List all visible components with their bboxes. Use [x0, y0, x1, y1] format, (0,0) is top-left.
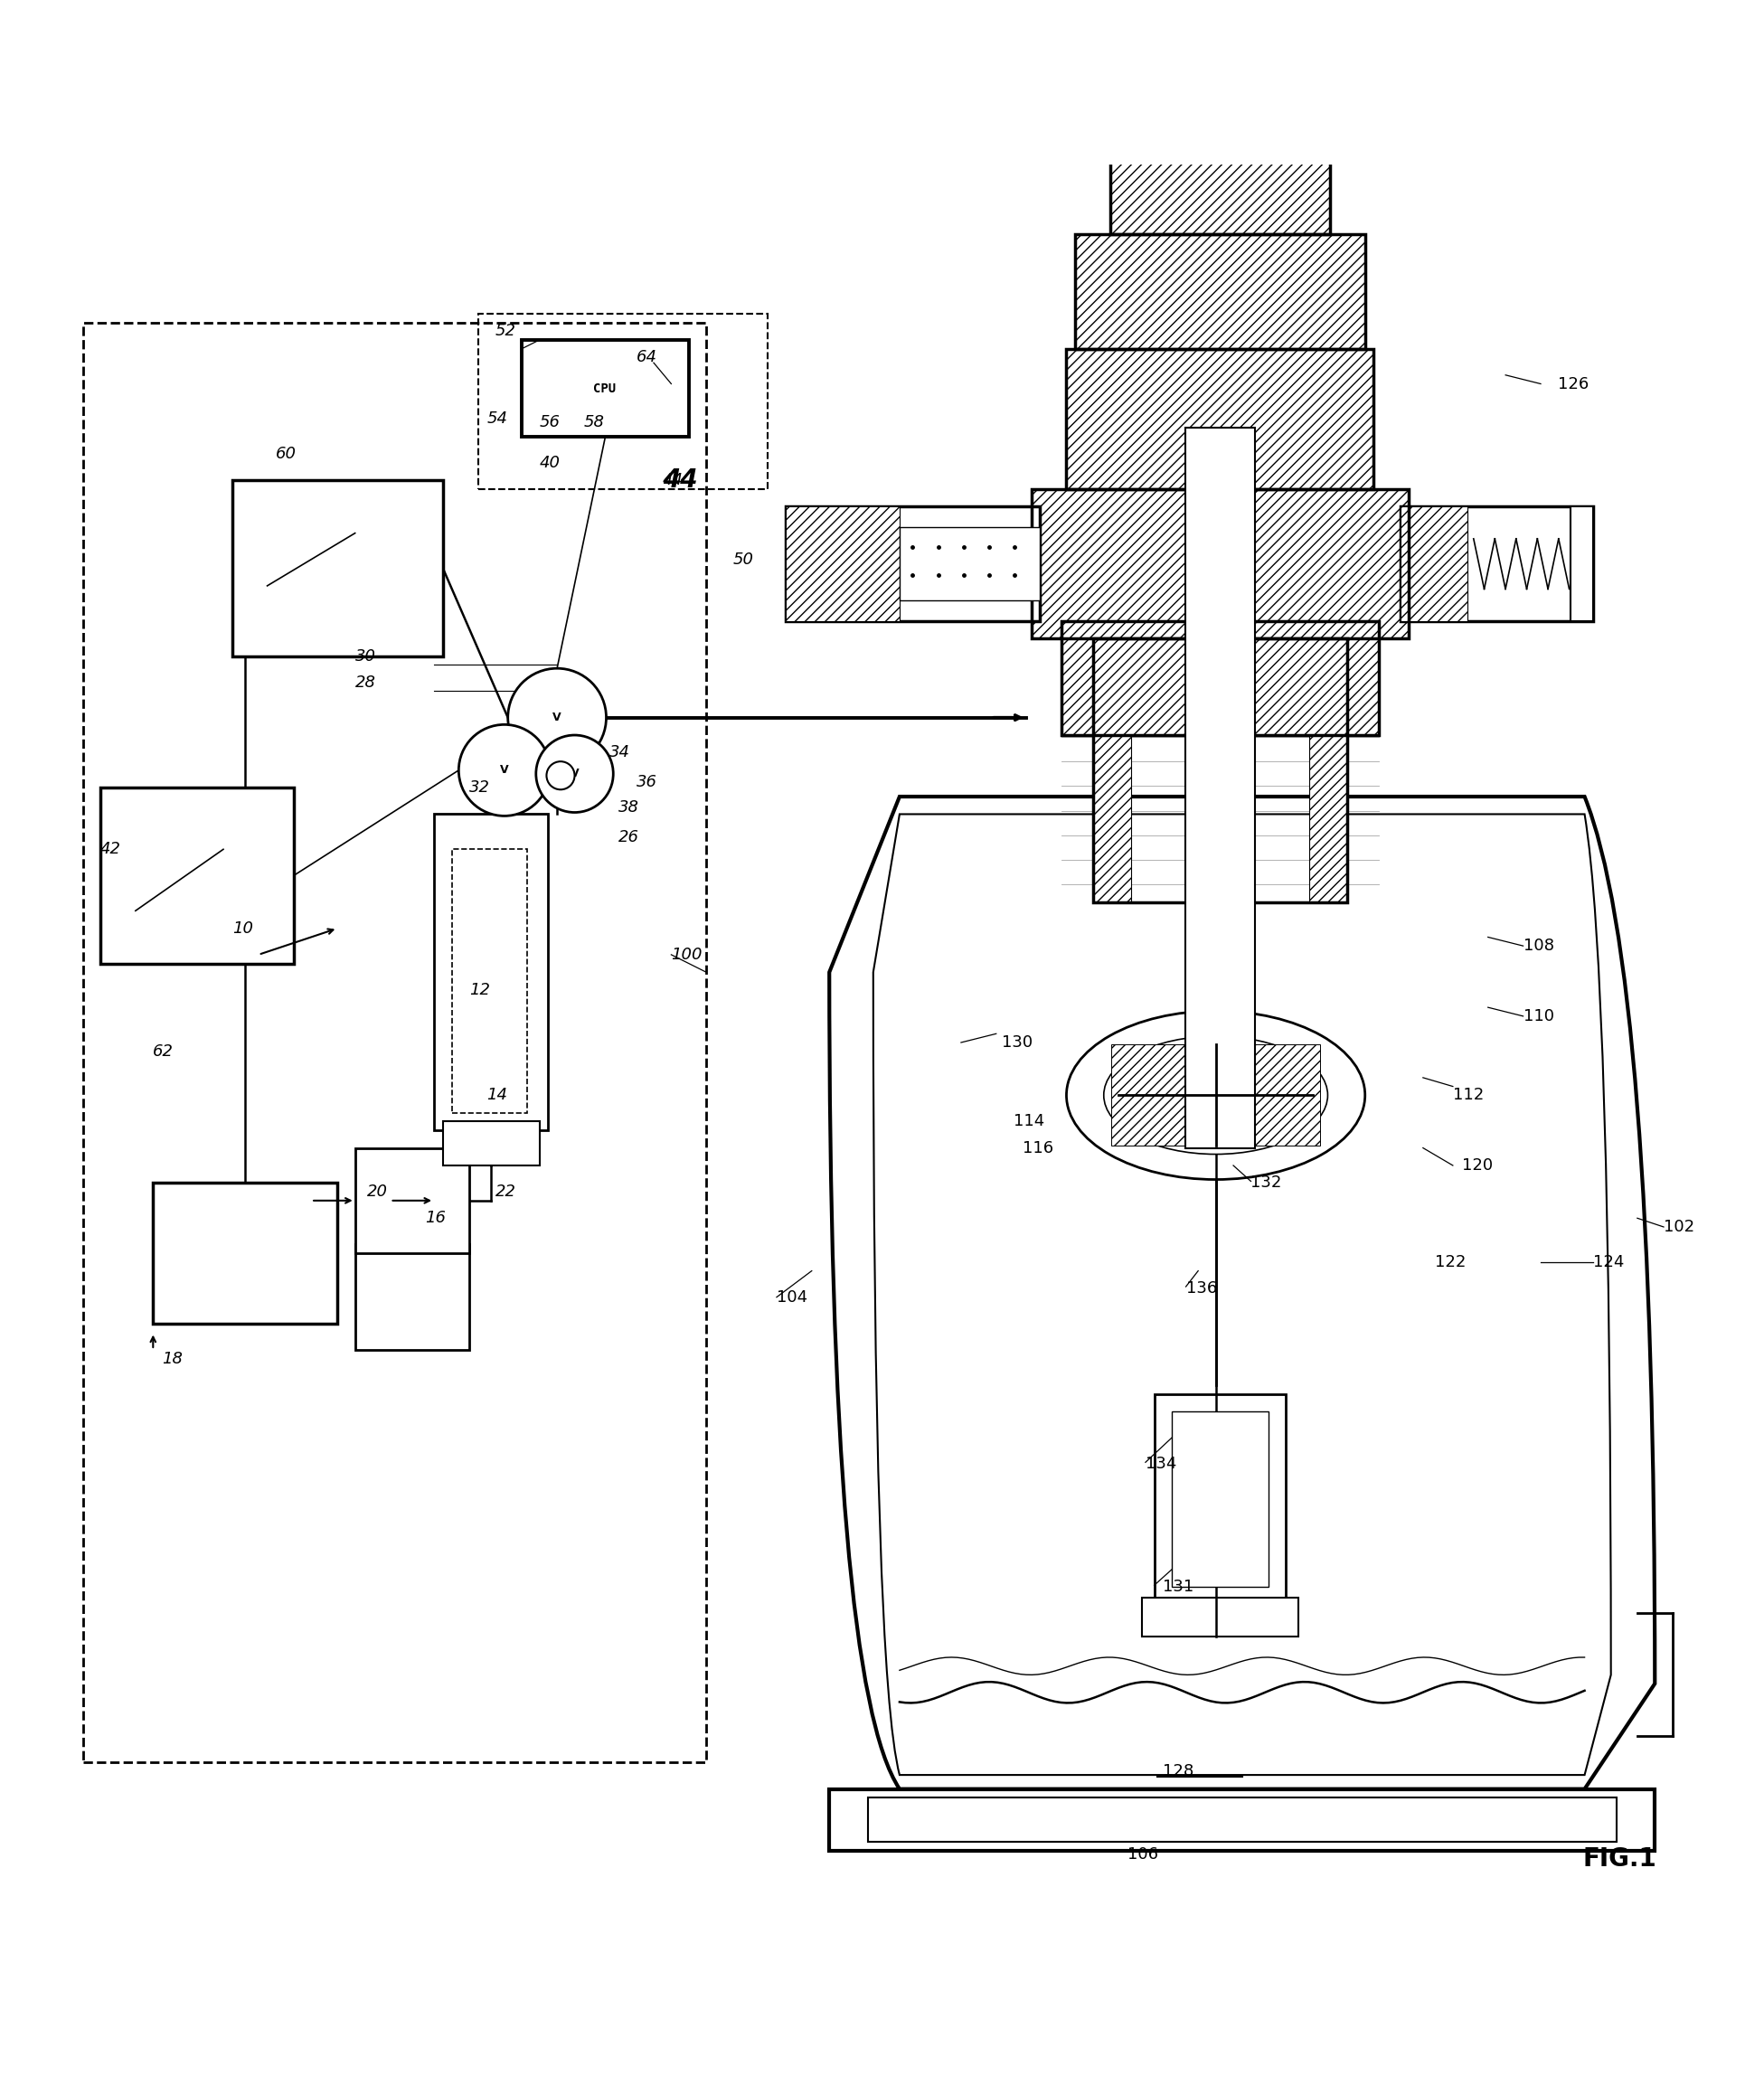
Bar — [1309, 638, 1348, 903]
Text: 128: 128 — [1162, 1764, 1194, 1781]
Text: 124: 124 — [1593, 1253, 1625, 1270]
Bar — [1401, 507, 1468, 621]
Bar — [1092, 638, 1131, 903]
Text: 102: 102 — [1663, 1220, 1695, 1234]
Bar — [1171, 1412, 1268, 1587]
Text: 26: 26 — [619, 830, 639, 844]
Text: 136: 136 — [1185, 1280, 1217, 1297]
Circle shape — [547, 761, 575, 790]
Bar — [1062, 621, 1379, 736]
Bar — [1032, 490, 1409, 638]
Circle shape — [459, 726, 550, 815]
Bar — [1067, 348, 1374, 490]
Bar — [1076, 234, 1365, 348]
Bar — [785, 507, 1041, 621]
Bar — [434, 813, 549, 1130]
Text: 28: 28 — [355, 673, 376, 690]
Text: 64: 64 — [637, 350, 656, 365]
Bar — [478, 313, 767, 490]
Text: 12: 12 — [469, 982, 490, 999]
Ellipse shape — [1104, 1036, 1328, 1155]
PathPatch shape — [873, 813, 1611, 1774]
Text: 36: 36 — [637, 774, 656, 790]
Bar — [1076, 234, 1365, 348]
Text: 42: 42 — [101, 840, 122, 857]
Text: 110: 110 — [1522, 1007, 1554, 1024]
Circle shape — [508, 669, 607, 767]
Bar — [868, 1797, 1616, 1841]
Text: 44: 44 — [663, 473, 683, 488]
Text: 14: 14 — [487, 1086, 508, 1103]
Bar — [900, 528, 1041, 600]
Text: CPU: CPU — [593, 384, 616, 396]
Text: 122: 122 — [1436, 1253, 1466, 1270]
Bar — [1092, 638, 1348, 903]
Text: 22: 22 — [496, 1184, 517, 1201]
Bar — [83, 323, 706, 1762]
Text: 116: 116 — [1023, 1140, 1053, 1155]
Text: 40: 40 — [540, 455, 561, 471]
Text: 120: 120 — [1462, 1157, 1492, 1174]
Text: 10: 10 — [233, 919, 252, 936]
Bar — [443, 1122, 540, 1166]
Bar — [785, 507, 900, 621]
Bar — [1136, 79, 1304, 146]
Bar — [1062, 621, 1379, 736]
Text: V: V — [552, 711, 561, 723]
Text: 106: 106 — [1127, 1845, 1159, 1862]
Bar — [355, 1245, 469, 1349]
Bar — [1110, 146, 1330, 234]
Bar — [153, 1182, 337, 1324]
Bar — [1111, 1045, 1319, 1147]
PathPatch shape — [829, 796, 1655, 1789]
Bar — [1136, 79, 1304, 146]
Text: 34: 34 — [610, 744, 630, 761]
Text: 112: 112 — [1454, 1086, 1484, 1103]
Bar — [355, 1149, 469, 1253]
Circle shape — [536, 736, 614, 813]
Bar — [829, 1789, 1655, 1851]
Bar — [233, 480, 443, 657]
Text: 38: 38 — [619, 799, 639, 815]
Text: 114: 114 — [1014, 1113, 1044, 1130]
Text: 58: 58 — [584, 415, 605, 432]
Text: 56: 56 — [540, 415, 561, 432]
Bar — [101, 788, 293, 963]
Text: 50: 50 — [732, 550, 753, 567]
Text: 104: 104 — [776, 1289, 808, 1305]
Text: 134: 134 — [1145, 1455, 1177, 1472]
Bar — [522, 340, 688, 436]
Text: 18: 18 — [162, 1351, 183, 1368]
Text: 131: 131 — [1162, 1578, 1194, 1595]
Bar — [1570, 507, 1593, 621]
Bar — [1401, 507, 1593, 621]
Text: 132: 132 — [1251, 1174, 1282, 1191]
Bar — [1141, 1597, 1298, 1637]
Text: 32: 32 — [469, 780, 490, 796]
Text: 52: 52 — [496, 323, 517, 340]
Bar — [1185, 427, 1256, 1149]
Text: V: V — [570, 767, 579, 780]
Bar — [1067, 348, 1374, 490]
Text: 126: 126 — [1558, 375, 1589, 392]
Text: 16: 16 — [425, 1209, 446, 1226]
Text: 60: 60 — [275, 446, 296, 463]
Text: V: V — [499, 765, 508, 776]
Text: FIG.1: FIG.1 — [1582, 1847, 1656, 1872]
Text: 108: 108 — [1522, 938, 1554, 955]
Bar — [1154, 1393, 1286, 1605]
Bar — [1032, 490, 1409, 638]
Text: 44: 44 — [663, 467, 697, 492]
Text: 20: 20 — [367, 1184, 388, 1201]
Text: 130: 130 — [1002, 1034, 1032, 1051]
Text: 62: 62 — [153, 1042, 175, 1059]
Text: 30: 30 — [355, 648, 376, 665]
Text: 100: 100 — [672, 947, 702, 963]
Bar — [452, 849, 527, 1113]
Text: 54: 54 — [487, 411, 508, 427]
Bar — [1110, 146, 1330, 234]
Ellipse shape — [1067, 1011, 1365, 1180]
